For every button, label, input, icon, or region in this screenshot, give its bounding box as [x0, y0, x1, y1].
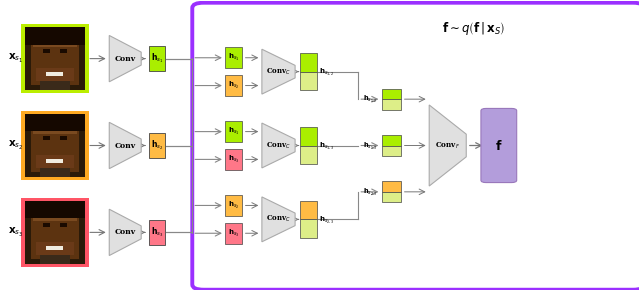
Bar — [21, 198, 89, 267]
Bar — [31, 40, 79, 85]
FancyBboxPatch shape — [192, 3, 640, 290]
Bar — [300, 219, 317, 238]
Bar — [225, 75, 242, 96]
Polygon shape — [262, 197, 295, 242]
Bar — [33, 118, 77, 134]
Bar — [40, 81, 70, 91]
Bar — [21, 24, 89, 93]
Bar — [43, 223, 50, 227]
Bar — [382, 146, 401, 156]
Text: Conv$_C$: Conv$_C$ — [266, 140, 291, 151]
Bar — [300, 200, 317, 219]
Bar — [36, 155, 74, 168]
Bar — [40, 168, 70, 177]
Bar — [47, 72, 63, 77]
Polygon shape — [109, 36, 141, 82]
Bar — [43, 136, 50, 140]
Bar — [300, 53, 317, 72]
Bar — [225, 121, 242, 142]
Bar — [47, 246, 63, 250]
Text: $\mathbf{h}_{s_1}$: $\mathbf{h}_{s_1}$ — [228, 126, 239, 137]
Bar — [382, 181, 401, 192]
Polygon shape — [109, 122, 141, 169]
Bar — [33, 205, 77, 221]
Bar — [25, 200, 85, 218]
Bar — [25, 114, 85, 177]
Text: Conv$_C$: Conv$_C$ — [266, 67, 291, 77]
Bar — [300, 146, 317, 164]
Bar — [149, 133, 166, 158]
Text: $\mathbf{h}_{s_{2,3}}$: $\mathbf{h}_{s_{2,3}}$ — [364, 187, 378, 197]
Bar — [382, 135, 401, 146]
Text: $\mathbf{f} \sim q\left(\mathbf{f}\,|\,\mathbf{x}_S\right)$: $\mathbf{f} \sim q\left(\mathbf{f}\,|\,\… — [442, 20, 505, 37]
Bar — [60, 136, 67, 140]
Bar — [225, 223, 242, 244]
Polygon shape — [109, 209, 141, 255]
Text: Conv: Conv — [115, 55, 136, 63]
Text: $\mathbf{h}_{s_3}$: $\mathbf{h}_{s_3}$ — [228, 228, 239, 239]
Text: Conv$_C$: Conv$_C$ — [266, 214, 291, 224]
Bar — [43, 49, 50, 53]
Bar — [149, 46, 166, 71]
Bar — [382, 89, 401, 99]
Text: Conv: Conv — [115, 228, 136, 236]
Text: $\mathbf{h}_{s_2}$: $\mathbf{h}_{s_2}$ — [151, 139, 163, 152]
Bar — [40, 255, 70, 264]
Bar — [25, 27, 85, 45]
Text: Conv: Conv — [115, 141, 136, 150]
Text: $\mathbf{x}_{s_3}$: $\mathbf{x}_{s_3}$ — [8, 226, 24, 239]
Bar — [225, 47, 242, 68]
Text: $\mathbf{h}_{s_3}$: $\mathbf{h}_{s_3}$ — [151, 226, 163, 239]
Bar — [382, 99, 401, 110]
Polygon shape — [262, 49, 295, 94]
Text: $\mathbf{h}_{s_{1,3}}$: $\mathbf{h}_{s_{1,3}}$ — [319, 140, 335, 151]
Bar — [225, 195, 242, 216]
Bar — [36, 242, 74, 255]
Bar — [60, 49, 67, 53]
Polygon shape — [429, 105, 467, 186]
Bar — [47, 159, 63, 163]
Text: $\mathbf{h}_{s_2}$: $\mathbf{h}_{s_2}$ — [228, 80, 239, 91]
FancyBboxPatch shape — [481, 109, 516, 182]
Bar — [25, 200, 85, 264]
Bar — [33, 31, 77, 47]
Text: Conv$_F$: Conv$_F$ — [435, 140, 460, 151]
Bar — [31, 126, 79, 172]
Text: $\mathbf{h}_{s_1}$: $\mathbf{h}_{s_1}$ — [151, 52, 163, 65]
Text: $\mathbf{x}_{s_1}$: $\mathbf{x}_{s_1}$ — [8, 52, 24, 65]
Text: $\mathbf{h}_{s_3}$: $\mathbf{h}_{s_3}$ — [228, 154, 239, 165]
Bar — [300, 127, 317, 146]
Bar — [21, 111, 89, 180]
Text: $\mathbf{f}$: $\mathbf{f}$ — [495, 139, 502, 152]
Bar — [36, 68, 74, 81]
Text: $\mathbf{h}_{s_{1,2}}$: $\mathbf{h}_{s_{1,2}}$ — [364, 94, 378, 104]
Text: $\mathbf{x}_{s_2}$: $\mathbf{x}_{s_2}$ — [8, 139, 24, 152]
Text: $\mathbf{h}_{s_{1,3}}$: $\mathbf{h}_{s_{1,3}}$ — [364, 140, 378, 151]
Bar — [225, 149, 242, 170]
Bar — [300, 72, 317, 91]
Text: $\mathbf{h}_{s_{2,3}}$: $\mathbf{h}_{s_{2,3}}$ — [319, 214, 335, 225]
Bar — [60, 223, 67, 227]
Text: $\mathbf{h}_{s_1}$: $\mathbf{h}_{s_1}$ — [228, 52, 239, 63]
Bar — [31, 213, 79, 259]
Bar — [25, 114, 85, 132]
Text: $\mathbf{h}_{s_2}$: $\mathbf{h}_{s_2}$ — [228, 200, 239, 211]
Bar — [382, 192, 401, 202]
Text: $\mathbf{h}_{s_{1,2}}$: $\mathbf{h}_{s_{1,2}}$ — [319, 66, 335, 77]
Polygon shape — [262, 123, 295, 168]
Bar — [149, 220, 166, 245]
Bar — [25, 27, 85, 91]
